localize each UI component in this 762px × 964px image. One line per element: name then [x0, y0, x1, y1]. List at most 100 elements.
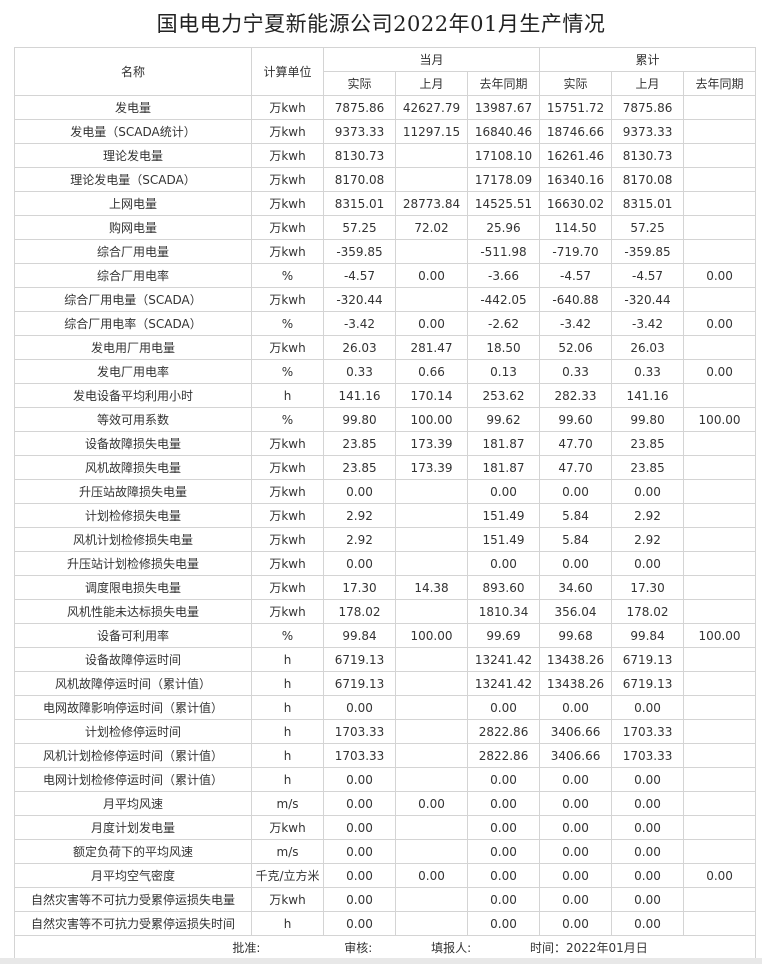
- cell-unit: 万kwh: [251, 479, 324, 504]
- cell-current-last-month: 0.00: [395, 311, 468, 336]
- cell-cumulative-last-month: 178.02: [611, 599, 685, 624]
- cell-name: 综合厂用电量（SCADA）: [14, 287, 252, 312]
- cell-current-last-year: 99.69: [466, 623, 541, 648]
- cell-unit: 万kwh: [251, 815, 324, 840]
- cell-current-actual: 141.16: [323, 383, 396, 408]
- cell-current-last-year: 99.62: [466, 407, 541, 432]
- cell-current-last-year: -511.98: [466, 239, 541, 264]
- cell-cumulative-last-month: -320.44: [611, 287, 685, 312]
- cell-current-last-month: 0.66: [395, 359, 468, 384]
- table-row: 设备故障损失电量 万kwh 23.85 173.39 181.87 47.70 23.85: [14, 431, 757, 456]
- cell-current-last-year: 0.00: [466, 479, 541, 504]
- cell-current-last-month: 0.00: [395, 791, 468, 816]
- cell-cumulative-last-year: 0.00: [683, 263, 757, 288]
- cell-name: 风机计划检修损失电量: [14, 527, 252, 552]
- cell-current-actual: 1703.33: [323, 719, 396, 744]
- cell-current-actual: 0.00: [323, 839, 396, 864]
- cell-unit: 万kwh: [251, 143, 324, 168]
- cell-cumulative-actual: 5.84: [539, 503, 613, 528]
- cell-unit: 万kwh: [251, 335, 324, 360]
- cell-current-actual: 0.00: [323, 887, 396, 912]
- cell-name: 设备故障停运时间: [14, 647, 252, 672]
- table-row: 等效可用系数% 99.80 100.00 99.62 99.60 99.80 100.00: [14, 407, 757, 432]
- cell-name: 电网故障影响停运时间（累计值）: [14, 695, 252, 720]
- cell-current-last-month: [395, 599, 468, 624]
- cell-cumulative-last-year: 0.00: [683, 863, 757, 888]
- cell-name: 发电设备平均利用小时: [14, 383, 252, 408]
- cell-name: 综合厂用电率: [14, 263, 252, 288]
- footer-row: 批准: 审核: 填报人: 时间：2022年01月日: [13, 935, 757, 960]
- cell-cumulative-last-year: [683, 383, 757, 408]
- cell-unit: %: [251, 263, 324, 288]
- cell-current-last-year: 0.00: [466, 887, 541, 912]
- cell-current-last-year: 13241.42: [466, 647, 541, 672]
- cell-cumulative-actual: 13438.26: [539, 647, 613, 672]
- cell-current-last-month: [395, 551, 468, 576]
- cell-cumulative-last-year: [683, 191, 757, 216]
- cell-unit: 万kwh: [251, 119, 324, 144]
- cell-unit: 万kwh: [251, 191, 324, 216]
- table-row: 理论发电量 万kwh 8130.73 17108.10 16261.46 8130.73: [14, 143, 757, 168]
- cell-cumulative-last-month: 99.84: [611, 623, 685, 648]
- cell-cumulative-actual: 16261.46: [539, 143, 613, 168]
- cell-cumulative-last-year: [683, 815, 757, 840]
- cell-current-last-year: -3.66: [466, 263, 541, 288]
- table-row: 综合厂用电率% -4.57 0.00 -3.66 -4.57 -4.57 0.00: [14, 263, 757, 288]
- cell-current-actual: 57.25: [323, 215, 396, 240]
- table-row: 月平均空气密度 千克/立方米 0.00 0.00 0.00 0.00 0.00 0.00: [14, 863, 757, 888]
- cell-cumulative-last-year: [683, 791, 757, 816]
- cell-current-last-year: 181.87: [466, 455, 541, 480]
- subheader-row: 实际 上月 去年同期 实际 上月 去年同期: [15, 71, 757, 96]
- table-row: 理论发电量（SCADA） 万kwh 8170.08 17178.09 16340.16 8…: [14, 167, 757, 192]
- cell-current-last-year: -442.05: [466, 287, 541, 312]
- cell-current-actual: 0.00: [323, 767, 396, 792]
- cell-current-last-month: 0.00: [395, 863, 468, 888]
- cell-current-actual: 2.92: [323, 527, 396, 552]
- header-unit: 计算单位: [251, 47, 324, 96]
- cell-cumulative-last-year: [683, 599, 757, 624]
- cell-current-actual: 6719.13: [323, 671, 396, 696]
- cell-cumulative-last-month: 141.16: [611, 383, 685, 408]
- cell-current-actual: 8130.73: [323, 143, 396, 168]
- header-cumulative-actual: 实际: [539, 71, 613, 96]
- cell-unit: %: [251, 407, 324, 432]
- cell-current-last-month: 173.39: [395, 431, 468, 456]
- cell-current-actual: 0.00: [323, 551, 396, 576]
- table-row: 风机性能未达标损失电量 万kwh 178.02 1810.34 356.04 178.02: [14, 599, 757, 624]
- cell-current-actual: -359.85: [323, 239, 396, 264]
- cell-current-last-month: 72.02: [395, 215, 468, 240]
- cell-unit: h: [251, 695, 324, 720]
- table-row: 发电厂用电率% 0.33 0.66 0.13 0.33 0.33 0.00: [14, 359, 757, 384]
- cell-name: 风机计划检修停运时间（累计值）: [14, 743, 252, 768]
- cell-current-last-year: 253.62: [466, 383, 541, 408]
- table-row: 设备故障停运时间 h 6719.13 13241.42 13438.26 6719.13: [14, 647, 757, 672]
- cell-current-last-month: [395, 287, 468, 312]
- cell-unit: %: [251, 359, 324, 384]
- footer-review: 审核:: [344, 941, 373, 955]
- cell-current-last-month: 14.38: [395, 575, 468, 600]
- cell-name: 风机性能未达标损失电量: [14, 599, 252, 624]
- cell-current-last-year: 0.00: [466, 767, 541, 792]
- cell-current-last-month: 100.00: [395, 623, 468, 648]
- cell-name: 月度计划发电量: [14, 815, 252, 840]
- cell-name: 上网电量: [14, 191, 252, 216]
- cell-name: 额定负荷下的平均风速: [14, 839, 252, 864]
- cell-cumulative-actual: -4.57: [539, 263, 613, 288]
- cell-current-last-month: [395, 695, 468, 720]
- cell-cumulative-last-month: 9373.33: [611, 119, 685, 144]
- cell-current-last-year: 0.00: [466, 863, 541, 888]
- cell-cumulative-actual: 356.04: [539, 599, 613, 624]
- cell-unit: 万kwh: [251, 551, 324, 576]
- cell-current-last-month: 173.39: [395, 455, 468, 480]
- table-row: 自然灾害等不可抗力受累停运损失时间 h 0.00 0.00 0.00 0.00: [14, 911, 757, 936]
- cell-current-last-year: 18.50: [466, 335, 541, 360]
- cell-cumulative-last-year: [683, 767, 757, 792]
- page-title: 国电电力宁夏新能源公司2022年01月生产情况: [156, 12, 606, 36]
- header-name: 名称: [14, 47, 252, 96]
- cell-cumulative-last-year: [683, 455, 757, 480]
- cell-cumulative-last-month: 26.03: [611, 335, 685, 360]
- header-current-month: 当月: [322, 47, 541, 72]
- cell-unit: h: [251, 647, 324, 672]
- cell-unit: 万kwh: [251, 575, 324, 600]
- cell-current-actual: 99.84: [323, 623, 396, 648]
